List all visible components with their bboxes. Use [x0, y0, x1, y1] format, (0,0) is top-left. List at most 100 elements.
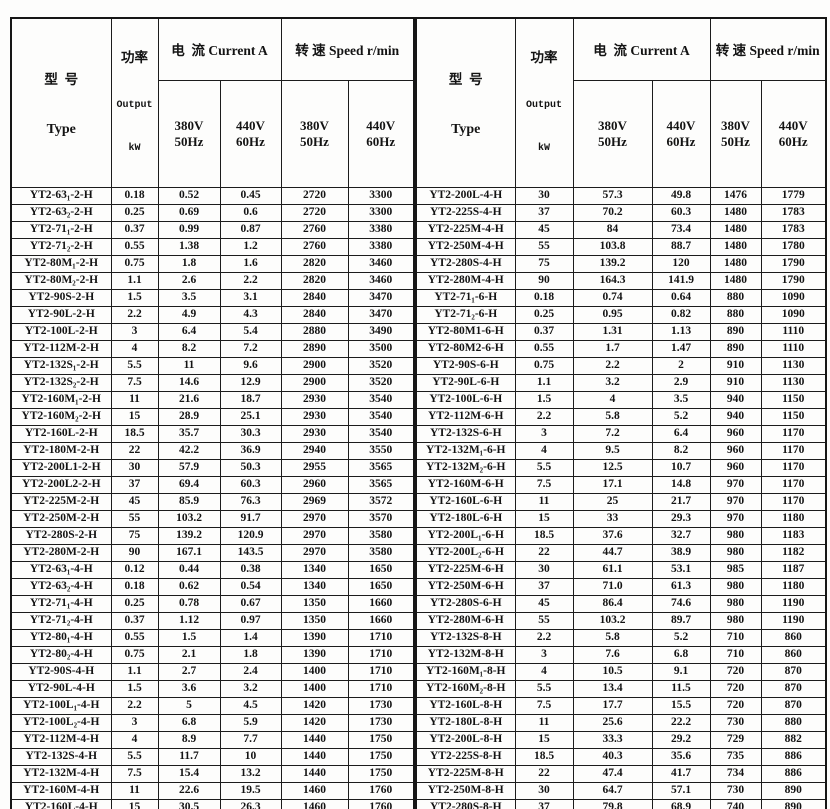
value-cell: 37.6	[572, 526, 653, 545]
value-cell: 6.4	[157, 322, 221, 341]
table-row: YT2-180L-8-H 11 25.6 22.2 730 880	[415, 713, 827, 732]
type-cell: YT2-63₁-4-H	[10, 560, 112, 579]
value-cell: 61.3	[651, 577, 711, 596]
value-cell: 3460	[347, 254, 415, 273]
type-cell: YT2-90L-4-H	[10, 679, 112, 698]
value-cell: 4	[572, 390, 653, 409]
tables-wrapper: 型 号 Type 功率 Output kW 电 流 Current A 转 速 …	[10, 17, 827, 809]
type-cell: YT2-160M-6-H	[415, 475, 516, 494]
value-cell: 3490	[347, 322, 415, 341]
value-cell: 53.1	[651, 560, 711, 579]
value-cell: 1783	[760, 203, 827, 222]
value-cell: 7.2	[219, 339, 282, 358]
value-cell: 1150	[760, 407, 827, 426]
value-cell: 0.37	[514, 322, 574, 341]
value-cell: 11.7	[157, 747, 221, 766]
value-cell: 1440	[280, 747, 349, 766]
value-cell: 19.5	[219, 781, 282, 800]
frequency-label: 60Hz	[778, 133, 808, 149]
table-row: YT2-80₁-4-H 0.55 1.5 1.4 1390 1710	[10, 628, 415, 647]
type-cell: YT2-280M-6-H	[415, 611, 516, 630]
value-cell: 3520	[347, 373, 415, 392]
value-cell: 15.4	[157, 764, 221, 783]
value-cell: 0.6	[219, 203, 282, 222]
value-cell: 11	[514, 713, 574, 732]
type-cell: YT2-71₂-2-H	[10, 237, 112, 256]
type-cell: YT2-225S-8-H	[415, 747, 516, 766]
table-row: YT2-100L₁-4-H 2.2 5 4.5 1420 1730	[10, 696, 415, 715]
value-cell: 1.5	[514, 390, 574, 409]
value-cell: 3580	[347, 526, 415, 545]
value-cell: 22.2	[651, 713, 711, 732]
table-row: YT2-160M₁-8-H 4 10.5 9.1 720 870	[415, 662, 827, 681]
value-cell: 37	[514, 203, 574, 222]
value-cell: 57.3	[572, 186, 653, 205]
value-cell: 910	[709, 356, 762, 375]
value-cell: 2.2	[219, 271, 282, 290]
frequency-label: 60Hz	[666, 133, 696, 149]
type-cell: YT2-132S-8-H	[415, 628, 516, 647]
col-header-speed: 转 速 Speed r/min	[280, 17, 415, 81]
value-cell: 3.5	[157, 288, 221, 307]
type-cell: YT2-250M-2-H	[10, 509, 112, 528]
value-cell: 1.1	[514, 373, 574, 392]
value-cell: 870	[760, 662, 827, 681]
type-cell: YT2-63₁-2-H	[10, 186, 112, 205]
voltage-label: 440V	[666, 118, 696, 134]
value-cell: 5.2	[651, 628, 711, 647]
frequency-label: 50Hz	[174, 133, 204, 149]
value-cell: 0.45	[219, 186, 282, 205]
voltage-label: 380V	[174, 118, 204, 134]
value-cell: 85.9	[157, 492, 221, 511]
value-cell: 1440	[280, 764, 349, 783]
type-cell: YT2-225M-8-H	[415, 764, 516, 783]
value-cell: 1170	[760, 475, 827, 494]
value-cell: 729	[709, 730, 762, 749]
value-cell: 25	[572, 492, 653, 511]
type-cell: YT2-200L-4-H	[415, 186, 516, 205]
value-cell: 1.47	[651, 339, 711, 358]
value-cell: 18.5	[514, 526, 574, 545]
value-cell: 50.3	[219, 458, 282, 477]
left-table-body: YT2-63₁-2-H 0.18 0.52 0.45 2720 3300 YT2-63₂-2…	[10, 186, 415, 809]
value-cell: 22	[514, 543, 574, 562]
value-cell: 2.2	[514, 407, 574, 426]
type-cell: YT2-80M1-6-H	[415, 322, 516, 341]
value-cell: 0.12	[110, 560, 159, 579]
table-row: YT2-132M₁-6-H 4 9.5 8.2 960 1170	[415, 441, 827, 460]
value-cell: 0.52	[157, 186, 221, 205]
value-cell: 7.5	[514, 696, 574, 715]
power-header-zh: 功率	[121, 50, 148, 65]
value-cell: 0.95	[572, 305, 653, 324]
value-cell: 3470	[347, 305, 415, 324]
value-cell: 890	[709, 339, 762, 358]
value-cell: 1180	[760, 577, 827, 596]
value-cell: 2760	[280, 237, 349, 256]
value-cell: 0.74	[572, 288, 653, 307]
value-cell: 2970	[280, 543, 349, 562]
value-cell: 1.6	[219, 254, 282, 273]
value-cell: 980	[709, 526, 762, 545]
value-cell: 720	[709, 679, 762, 698]
table-row: YT2-250M-6-H 37 71.0 61.3 980 1180	[415, 577, 827, 596]
value-cell: 103.2	[157, 509, 221, 528]
table-row: YT2-71₁-6-H 0.18 0.74 0.64 880 1090	[415, 288, 827, 307]
type-cell: YT2-80M₁-2-H	[10, 254, 112, 273]
value-cell: 1790	[760, 254, 827, 273]
value-cell: 7.5	[514, 475, 574, 494]
value-cell: 1420	[280, 696, 349, 715]
value-cell: 3520	[347, 356, 415, 375]
type-cell: YT2-225M-2-H	[10, 492, 112, 511]
value-cell: 1130	[760, 356, 827, 375]
value-cell: 5.5	[110, 356, 159, 375]
value-cell: 980	[709, 577, 762, 596]
table-row: YT2-250M-2-H 55 103.2 91.7 2970 3570	[10, 509, 415, 528]
value-cell: 8.2	[157, 339, 221, 358]
value-cell: 0.25	[110, 203, 159, 222]
value-cell: 0.44	[157, 560, 221, 579]
value-cell: 2.4	[219, 662, 282, 681]
value-cell: 55	[514, 611, 574, 630]
value-cell: 3.2	[572, 373, 653, 392]
type-cell: YT2-200L₁-6-H	[415, 526, 516, 545]
type-cell: YT2-71₁-4-H	[10, 594, 112, 613]
